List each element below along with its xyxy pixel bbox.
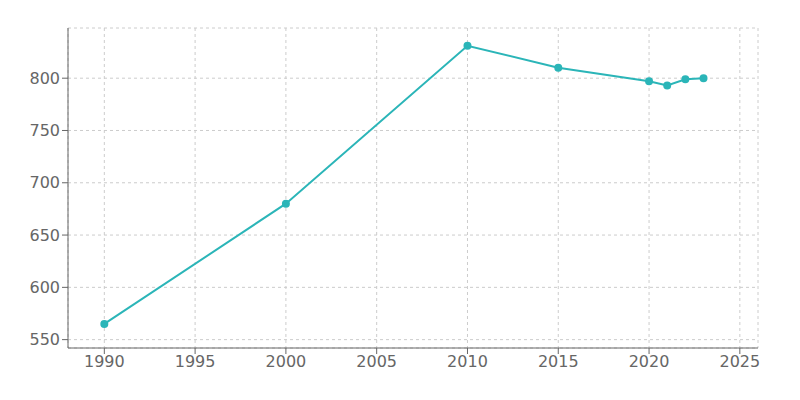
- svg-text:700: 700: [29, 173, 60, 192]
- svg-text:650: 650: [29, 226, 60, 245]
- svg-text:2005: 2005: [356, 352, 397, 371]
- svg-text:750: 750: [29, 121, 60, 140]
- svg-text:1995: 1995: [175, 352, 216, 371]
- svg-text:2015: 2015: [538, 352, 579, 371]
- svg-text:1990: 1990: [84, 352, 125, 371]
- svg-text:2010: 2010: [447, 352, 488, 371]
- svg-text:2025: 2025: [719, 352, 760, 371]
- svg-text:600: 600: [29, 278, 60, 297]
- svg-text:2000: 2000: [266, 352, 307, 371]
- svg-text:550: 550: [29, 330, 60, 349]
- svg-text:800: 800: [29, 69, 60, 88]
- svg-text:2020: 2020: [629, 352, 670, 371]
